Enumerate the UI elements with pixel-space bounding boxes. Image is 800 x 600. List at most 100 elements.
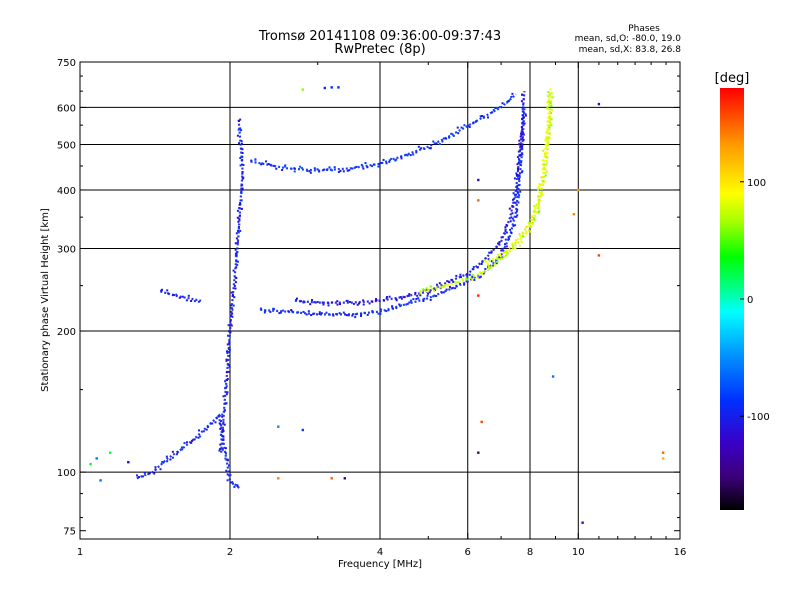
data-mark <box>417 297 420 300</box>
data-mark <box>322 303 325 306</box>
data-point <box>480 420 483 424</box>
data-mark <box>498 241 501 243</box>
data-mark <box>541 168 544 171</box>
colorbar-label: [deg] <box>715 71 750 86</box>
data-mark <box>515 210 518 213</box>
data-mark <box>186 441 188 444</box>
data-mark <box>377 165 380 168</box>
data-mark <box>410 299 413 302</box>
x-tick-label: 16 <box>674 547 687 558</box>
data-mark <box>220 438 223 441</box>
data-mark <box>223 423 226 426</box>
data-mark <box>234 248 237 251</box>
data-mark <box>505 254 507 257</box>
data-mark <box>205 428 208 431</box>
data-mark <box>468 273 471 276</box>
data-mark <box>316 301 319 303</box>
data-point <box>597 254 601 257</box>
data-mark <box>460 126 463 129</box>
data-mark <box>241 152 244 154</box>
data-mark <box>545 132 548 135</box>
data-mark <box>327 302 330 305</box>
data-mark <box>517 196 520 199</box>
data-mark <box>419 294 422 297</box>
data-mark <box>546 107 549 110</box>
data-point <box>109 451 112 454</box>
data-mark <box>219 433 222 436</box>
data-mark <box>525 226 528 229</box>
data-mark <box>550 112 553 114</box>
data-mark <box>481 115 484 117</box>
data-mark <box>391 305 394 308</box>
data-mark <box>467 124 470 127</box>
data-mark <box>290 309 293 311</box>
data-mark <box>234 287 237 290</box>
data-mark <box>505 250 508 253</box>
data-mark <box>310 314 313 317</box>
data-mark <box>272 308 275 311</box>
trace-line <box>160 290 202 302</box>
data-mark <box>540 193 543 196</box>
data-mark <box>148 472 151 475</box>
data-mark <box>482 271 485 273</box>
data-mark <box>165 455 168 458</box>
data-mark <box>459 273 462 276</box>
data-mark <box>190 300 193 302</box>
data-mark <box>545 146 548 148</box>
data-mark <box>406 154 409 157</box>
data-mark <box>545 160 548 163</box>
data-mark <box>524 113 527 116</box>
data-mark <box>487 116 489 119</box>
data-mark <box>484 257 487 260</box>
data-mark <box>519 148 522 151</box>
data-mark <box>356 303 359 306</box>
data-mark <box>233 296 236 299</box>
data-mark <box>514 247 516 250</box>
data-mark <box>552 96 555 99</box>
data-mark <box>302 310 305 313</box>
colorbar: [deg] 100 0 -100 <box>715 71 770 510</box>
data-mark <box>342 170 345 173</box>
data-mark <box>460 276 462 279</box>
data-mark <box>230 324 233 327</box>
data-mark <box>515 215 518 218</box>
data-mark <box>235 260 238 263</box>
data-mark <box>263 311 266 314</box>
data-mark <box>450 132 453 135</box>
data-mark <box>471 278 474 281</box>
data-mark <box>495 262 498 265</box>
data-mark <box>547 95 550 98</box>
colorbar-tick-label: 100 <box>747 178 766 189</box>
data-mark <box>223 409 226 412</box>
data-mark <box>549 102 552 105</box>
data-mark <box>342 311 345 314</box>
data-mark <box>240 140 243 143</box>
data-mark <box>425 288 428 291</box>
data-point <box>330 86 333 89</box>
data-mark <box>240 142 243 145</box>
data-mark <box>269 310 272 313</box>
data-mark <box>390 157 393 160</box>
data-mark <box>511 205 514 207</box>
data-mark <box>300 167 303 169</box>
data-mark <box>261 162 264 165</box>
data-mark <box>482 272 485 275</box>
data-mark <box>539 195 542 198</box>
data-mark <box>228 464 230 467</box>
data-mark <box>518 154 521 157</box>
data-mark <box>395 306 398 309</box>
data-mark <box>225 359 228 362</box>
data-mark <box>491 264 494 267</box>
data-mark <box>518 174 521 177</box>
data-mark <box>542 159 544 162</box>
data-mark <box>295 299 298 301</box>
data-mark <box>236 134 239 137</box>
data-mark <box>444 284 447 287</box>
data-mark <box>230 304 233 307</box>
data-mark <box>226 459 229 462</box>
data-mark <box>348 169 351 172</box>
data-mark <box>544 168 547 171</box>
data-mark <box>478 276 481 279</box>
data-mark <box>230 291 233 294</box>
data-mark <box>206 426 209 428</box>
